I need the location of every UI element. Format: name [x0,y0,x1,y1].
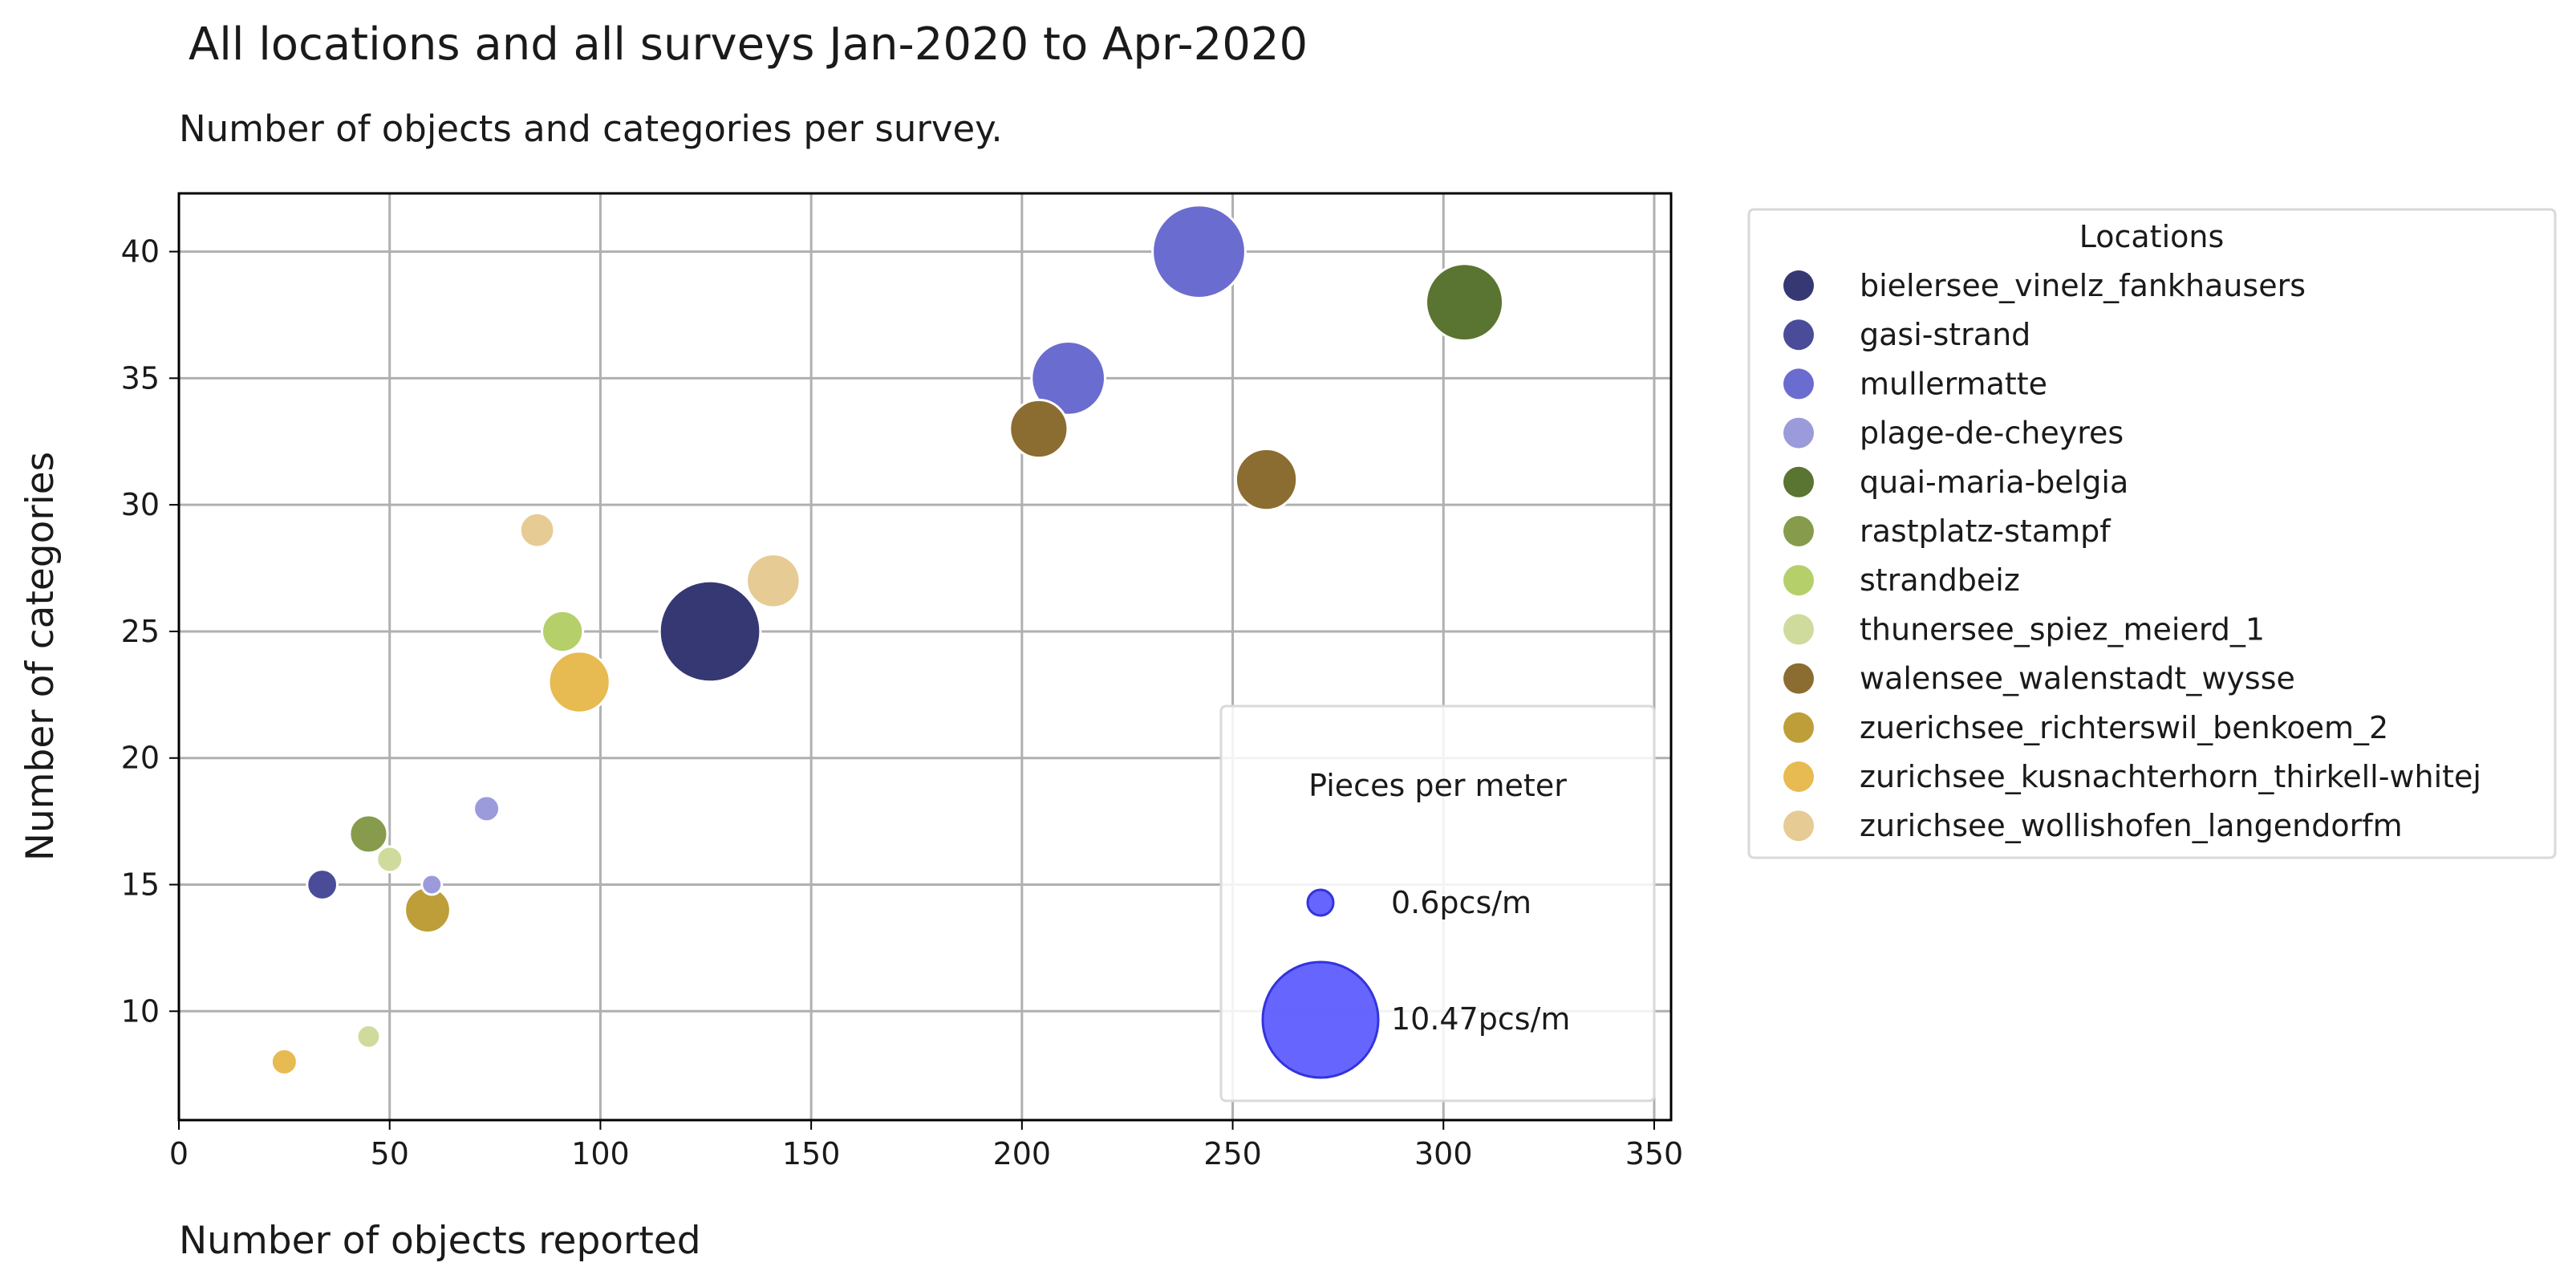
x-tick-label: 300 [1414,1136,1473,1171]
data-point-bubble [1030,340,1107,416]
size-legend-large-bubble [1261,960,1380,1079]
size-legend: Pieces per meter 0.6pcs/m 10.47pcs/m [1219,704,1656,1102]
legend-label: plage-de-cheyres [1860,416,2124,451]
data-point-bubble [420,873,444,896]
legend-marker [1783,270,1814,301]
x-tick-label: 200 [993,1136,1052,1171]
data-point-bubble [745,553,801,609]
x-tick-label: 50 [371,1136,409,1171]
locations-legend-title: Locations [2079,219,2225,254]
size-legend-small-bubble [1306,888,1335,917]
data-point-bubble [348,814,389,855]
y-tick-label: 30 [121,487,160,522]
data-point-bubble [270,1047,298,1076]
axis-ticks: 0 50 100 150 200 250 300 350 10 15 20 25 30 35 40 [121,234,1684,1171]
legend-label: gasi-strand [1860,317,2030,352]
size-legend-title: Pieces per meter [1308,768,1567,803]
legend-label: rastplatz-stampf [1860,514,2112,549]
legend-label: zuerichsee_richterswil_benkoem_2 [1860,710,2388,745]
data-point-bubble [473,794,501,823]
data-point-bubble [541,609,585,654]
legend-marker [1783,663,1814,694]
data-point-bubble [355,1024,382,1049]
legend-marker [1783,466,1814,497]
x-tick-label: 250 [1203,1136,1262,1171]
legend-marker [1783,417,1814,449]
legend-marker [1783,319,1814,351]
legend-label: bielersee_vinelz_fankhausers [1860,268,2306,303]
y-axis-label: Number of categories [18,452,63,861]
chart-title: All locations and all surveys Jan-2020 t… [189,18,1308,71]
data-point-bubble [1151,204,1247,299]
legend-marker [1783,368,1814,400]
locations-legend-box [1747,208,2557,859]
size-legend-large-label: 10.47pcs/m [1391,1001,1570,1037]
locations-legend-entries: bielersee_vinelz_fankhausers gasi-strand m… [1783,268,2481,843]
y-tick-label: 10 [121,993,160,1029]
legend-label: zurichsee_wollishofen_langendorfm [1860,808,2403,843]
x-axis-label: Number of objects reported [179,1219,701,1263]
size-legend-small-label: 0.6pcs/m [1391,885,1531,920]
data-point-bubble [375,845,404,874]
y-tick-label: 20 [121,741,160,776]
x-tick-label: 0 [169,1136,189,1171]
y-tick-label: 15 [121,867,160,903]
data-point-bubble [1008,398,1069,460]
y-tick-label: 35 [121,360,160,396]
legend-marker [1783,761,1814,792]
y-tick-label: 25 [121,614,160,649]
data-point-bubble [547,650,611,714]
data-point-bubble [658,579,762,684]
data-point-bubble [306,868,339,901]
data-point-bubble [1234,447,1299,512]
legend-label: quai-maria-belgia [1860,465,2128,500]
legend-label: strandbeiz [1860,562,2020,598]
legend-marker [1783,565,1814,596]
data-point-bubble [1425,262,1505,343]
legend-marker [1783,810,1814,842]
x-tick-label: 100 [571,1136,630,1171]
y-tick-label: 40 [121,234,160,270]
plot-area-frame [177,192,1673,1122]
legend-label: walensee_walenstadt_wysse [1860,661,2295,696]
chart-subtitle: Number of objects and categories per sur… [179,108,1003,150]
legend-marker [1783,516,1814,546]
legend-label: thunersee_spiez_meierd_1 [1860,611,2265,647]
legend-marker [1783,712,1814,743]
legend-label: mullermatte [1860,366,2047,401]
data-points [270,204,1505,1076]
x-tick-label: 150 [782,1136,841,1171]
locations-legend: Locations bielersee_vinelz_fankhausersga… [1747,208,2557,859]
legend-label: zurichsee_kusnachterhorn_thirkell-whitej [1860,759,2481,794]
legend-marker [1783,614,1814,645]
data-point-bubble [518,511,556,549]
grid-lines [177,193,1671,1120]
x-tick-label: 350 [1625,1136,1684,1171]
